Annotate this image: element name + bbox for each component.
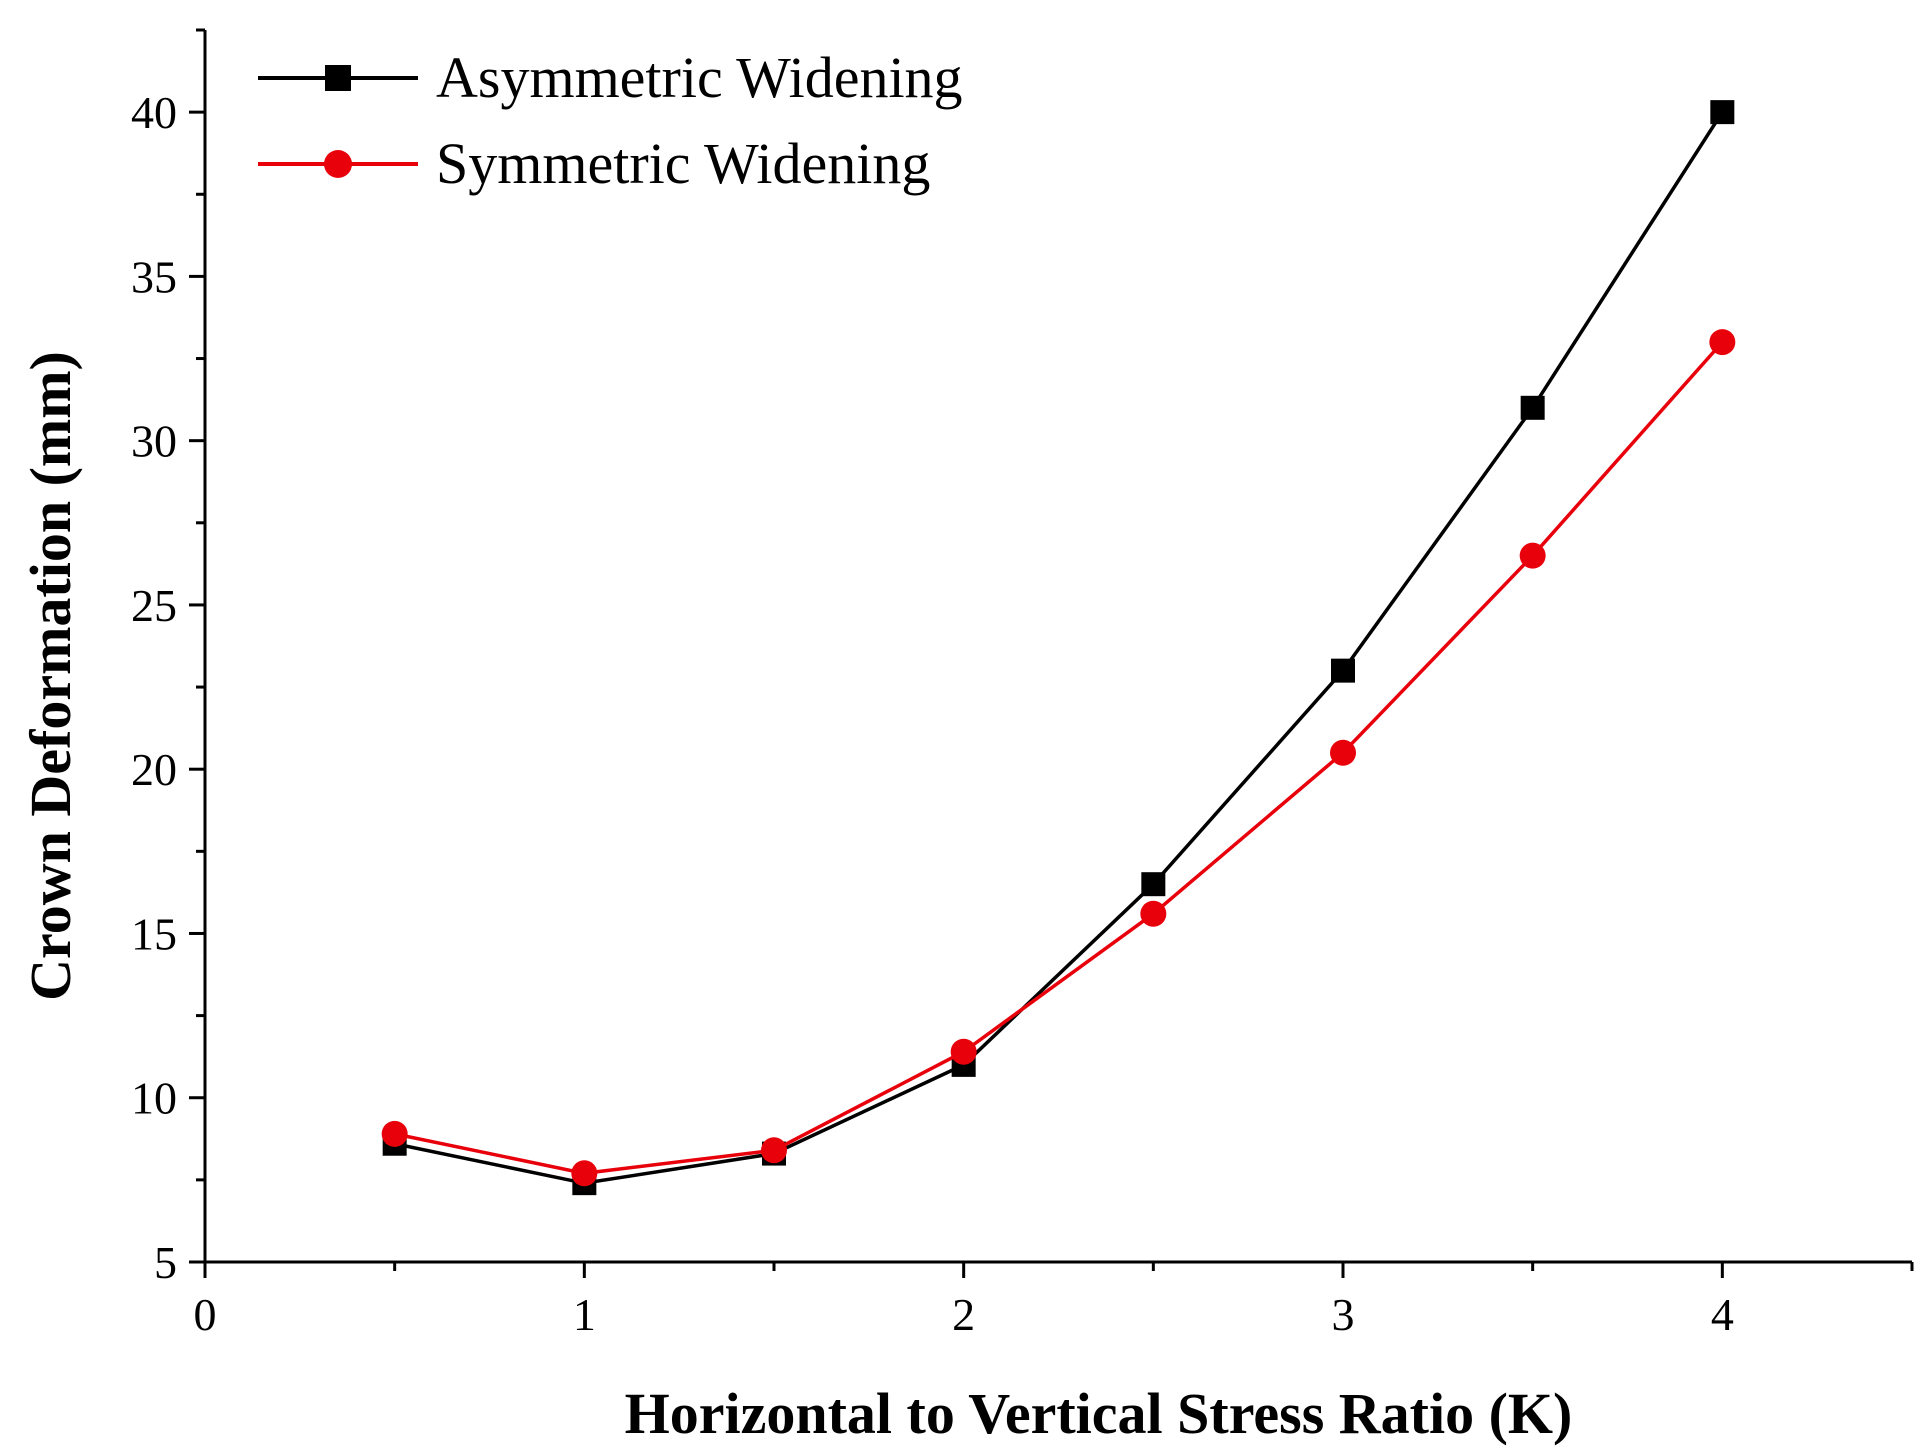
legend-marker (324, 150, 352, 178)
legend-label: Symmetric Widening (436, 131, 930, 196)
data-point (1709, 329, 1736, 356)
legend: Asymmetric Widening Symmetric Widening (258, 45, 963, 196)
data-point (1520, 395, 1545, 420)
series-line (394, 340, 1724, 1176)
y-tick-label: 25 (131, 580, 177, 631)
legend-marker (325, 65, 351, 91)
series-asymmetric (382, 100, 1735, 1196)
y-tick-label: 10 (131, 1073, 177, 1124)
legend-item: Symmetric Widening (258, 131, 930, 196)
y-tick-label: 30 (131, 416, 177, 467)
data-point (761, 1137, 787, 1164)
plot-area (381, 100, 1736, 1196)
data-point (1330, 739, 1356, 766)
y-tick-label: 40 (131, 87, 177, 138)
data-point (571, 1160, 598, 1187)
y-tick-label: 35 (131, 251, 177, 302)
y-axis-title: Crown Deformation (mm) (18, 351, 83, 1001)
data-point (950, 1038, 977, 1065)
x-tick-label: 4 (1711, 1289, 1734, 1340)
series-symmetric (381, 329, 1736, 1187)
x-tick-label: 2 (952, 1289, 975, 1340)
x-tick-label: 3 (1332, 1289, 1355, 1340)
data-point (1140, 900, 1167, 927)
y-tick-label: 15 (131, 908, 177, 959)
legend-item: Asymmetric Widening (258, 45, 963, 110)
data-point (1519, 542, 1546, 569)
data-point (1710, 100, 1735, 125)
x-axis-title: Horizontal to Vertical Stress Ratio (K) (625, 1381, 1573, 1446)
data-point (1141, 872, 1166, 897)
y-tick-label: 20 (131, 744, 177, 795)
axes: 0 1 2 3 4 5 10 15 20 25 30 35 40 (131, 28, 1914, 1340)
series-line (394, 111, 1724, 1185)
y-tick-label: 5 (154, 1237, 177, 1288)
data-point (1331, 658, 1355, 683)
x-tick-label: 1 (573, 1289, 596, 1340)
data-point (381, 1120, 408, 1147)
legend-label: Asymmetric Widening (436, 45, 963, 110)
x-tick-label: 0 (194, 1289, 217, 1340)
